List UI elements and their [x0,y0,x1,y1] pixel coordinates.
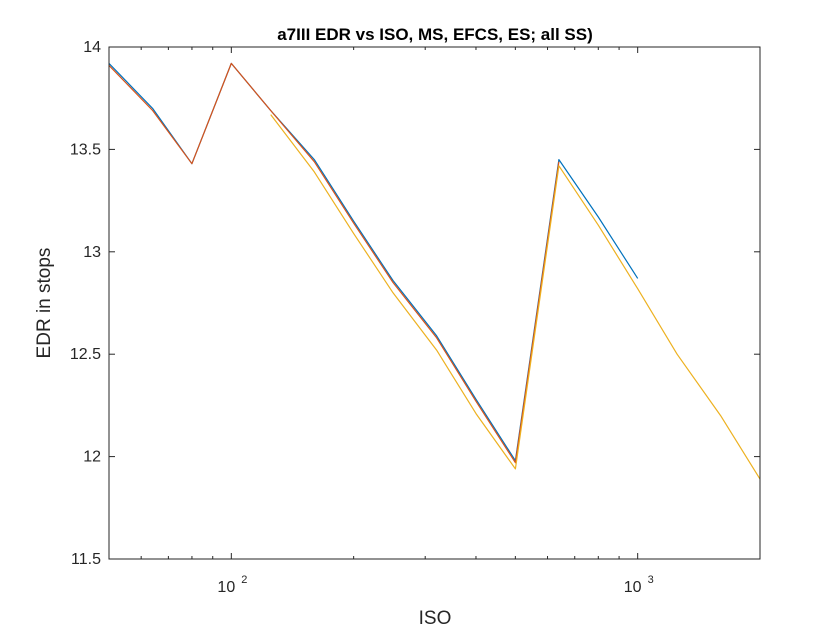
y-axis-label: EDR in stops [34,248,55,359]
y-tick-label: 12 [83,449,101,466]
x-axis-label: ISO [419,608,452,629]
y-tick-label: 12.5 [70,346,101,363]
x-tick-label-exponent: 3 [648,574,654,586]
y-tick-label: 13.5 [70,141,101,158]
series-line-3 [270,114,761,480]
series-line-1 [108,62,639,462]
y-tick-label: 13 [83,244,101,261]
y-tick-label: 11.5 [71,551,101,568]
series-line-2 [108,62,560,464]
plot-area-box [108,46,761,560]
series-layer [108,62,761,480]
x-tick-label: 10 [217,579,235,596]
x-axis: 10 2 10 3 [140,47,654,596]
x-tick-label: 10 [624,579,642,596]
y-tick-label: 14 [83,39,101,56]
chart-title: a7III EDR vs ISO, MS, EFCS, ES; all SS) [277,25,593,44]
x-tick-label-exponent: 2 [241,574,247,586]
y-axis: 11.5 12 12.5 13 13.5 14 [70,39,760,568]
